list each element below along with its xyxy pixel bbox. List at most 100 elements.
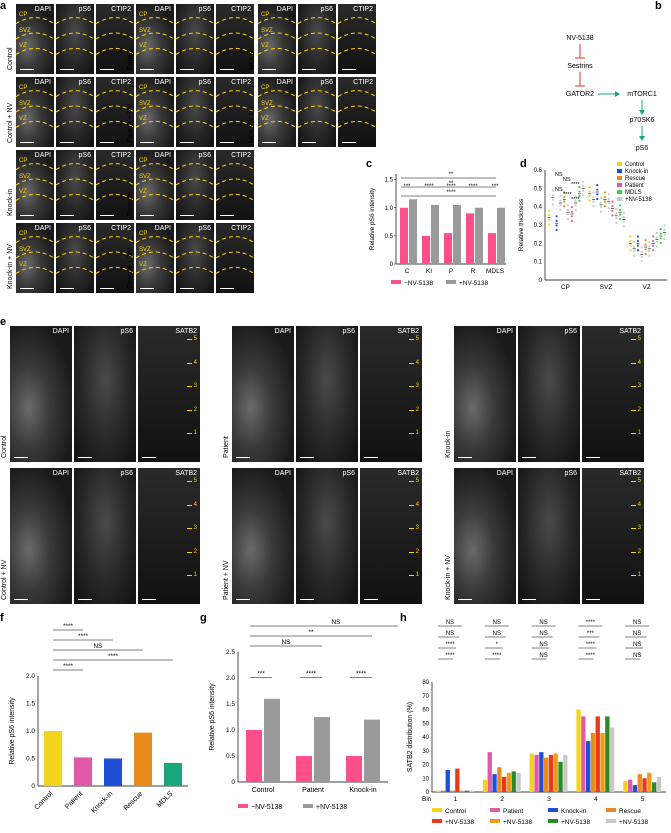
data-point	[574, 204, 577, 207]
bar	[534, 754, 539, 792]
scale-bar	[180, 142, 194, 143]
zone-line	[216, 105, 254, 113]
zone-line	[216, 251, 254, 259]
micrograph-dapi: DAPI CP SVZ VZ	[16, 4, 54, 74]
bar	[581, 716, 586, 792]
zone-line	[298, 120, 336, 128]
bar	[466, 213, 474, 264]
zone-boundaries	[16, 90, 54, 128]
data-point	[663, 224, 666, 227]
zone-line	[16, 120, 54, 128]
zone-line	[258, 47, 296, 55]
scale-bar	[142, 599, 156, 600]
zone-label-vz: VZ	[139, 189, 147, 196]
zone-line	[298, 17, 336, 25]
bar	[492, 774, 497, 792]
zone-label-cp: CP	[19, 158, 28, 165]
sig-label: NS	[633, 620, 641, 626]
zone-line	[136, 236, 174, 244]
micrograph-satb2: SATB2 5 4 3 2 1	[360, 468, 422, 604]
y-tick-label: 80	[422, 680, 429, 686]
x-tick-label: 3	[547, 796, 551, 803]
bin-label: 1	[193, 572, 197, 579]
micrograph-ctip2: CTIP2	[96, 223, 134, 293]
legend-label: +NV-5138	[316, 804, 347, 811]
x-tick-label: 2	[500, 796, 504, 803]
channel-label: pS6	[320, 79, 333, 86]
legend-swatch	[548, 819, 558, 823]
micrograph-ctip2: CTIP2	[216, 77, 254, 147]
scale-bar	[522, 457, 536, 458]
zone-line	[56, 90, 94, 98]
zone-line	[338, 47, 376, 55]
zone-line	[16, 236, 54, 244]
data-point	[570, 215, 573, 218]
data-point	[618, 204, 622, 207]
zone-label-svz: SVZ	[19, 246, 31, 253]
scale-bar	[458, 457, 472, 458]
zone-line	[338, 105, 376, 113]
sig-label: NS	[281, 639, 291, 646]
data-point	[615, 217, 618, 220]
bin-tick	[187, 409, 192, 411]
data-point	[640, 255, 643, 258]
data-point	[566, 208, 570, 211]
data-point	[663, 228, 666, 232]
zone-line	[216, 178, 254, 186]
data-point	[588, 190, 591, 193]
zone-line	[176, 236, 214, 244]
data-point	[618, 213, 622, 216]
legend-swatch	[617, 176, 622, 180]
row-label: Patient	[223, 436, 230, 458]
data-point	[603, 195, 606, 199]
data-point	[596, 184, 599, 187]
bar	[44, 731, 62, 786]
channel-label: pS6	[78, 6, 91, 13]
scale-bar	[20, 288, 34, 289]
sig-label: ****	[586, 620, 596, 626]
data-point	[566, 217, 570, 221]
data-point	[570, 219, 573, 222]
legend-label: +NV-5138	[561, 819, 590, 826]
pathway-ps6: pS6	[636, 145, 649, 152]
zone-label-svz: SVZ	[19, 27, 31, 34]
chart-d: 0 0.1 0.2 0.3 0.4 0.5 0.6 Relative thickness CP S…	[518, 162, 667, 291]
sig-label: ****	[445, 653, 455, 659]
scale-bar	[262, 69, 276, 70]
row-label: Knock-in + NV	[7, 244, 14, 289]
zone-line	[56, 236, 94, 244]
legend-label: Rescue	[619, 808, 641, 815]
x-tick-label: MDLS	[156, 790, 175, 809]
bin-tick	[409, 433, 414, 435]
legend-swatch	[391, 280, 401, 284]
micrograph-ps6: pS6	[296, 468, 358, 604]
data-point	[563, 200, 566, 203]
data-point	[555, 219, 558, 222]
zone-line	[216, 47, 254, 55]
x-tick-label: Rescue	[123, 790, 145, 812]
legend-label: +NV-5138	[459, 280, 488, 287]
chart-g: 0 0.5 1.0 1.5 2.0 2.5 Relative pS6 intensity Co…	[209, 619, 398, 811]
data-point	[578, 190, 581, 193]
zone-line	[136, 178, 174, 186]
zone-line	[136, 266, 174, 274]
bar	[469, 790, 474, 792]
zone-label-svz: SVZ	[139, 173, 151, 180]
zone-boundaries	[176, 236, 214, 274]
panel-c-label: c	[366, 158, 373, 170]
zone-line	[176, 251, 214, 259]
micrograph-ps6: pS6	[298, 77, 336, 147]
bin-label: 5	[637, 336, 641, 342]
pathway-p70sk6: p70SK6	[630, 117, 655, 124]
row-label: Control	[7, 47, 14, 70]
bin-label: 3	[415, 525, 419, 532]
zone-line	[338, 90, 376, 98]
channel-label: DAPI	[34, 152, 51, 159]
legend-label: +NV-5138	[625, 197, 653, 203]
scale-bar	[140, 142, 154, 143]
data-point	[629, 235, 632, 238]
zone-line	[96, 32, 134, 40]
legend-swatch	[490, 819, 500, 823]
y-tick-label: 1.0	[26, 728, 35, 735]
y-tick-label: 0.1	[534, 260, 543, 266]
